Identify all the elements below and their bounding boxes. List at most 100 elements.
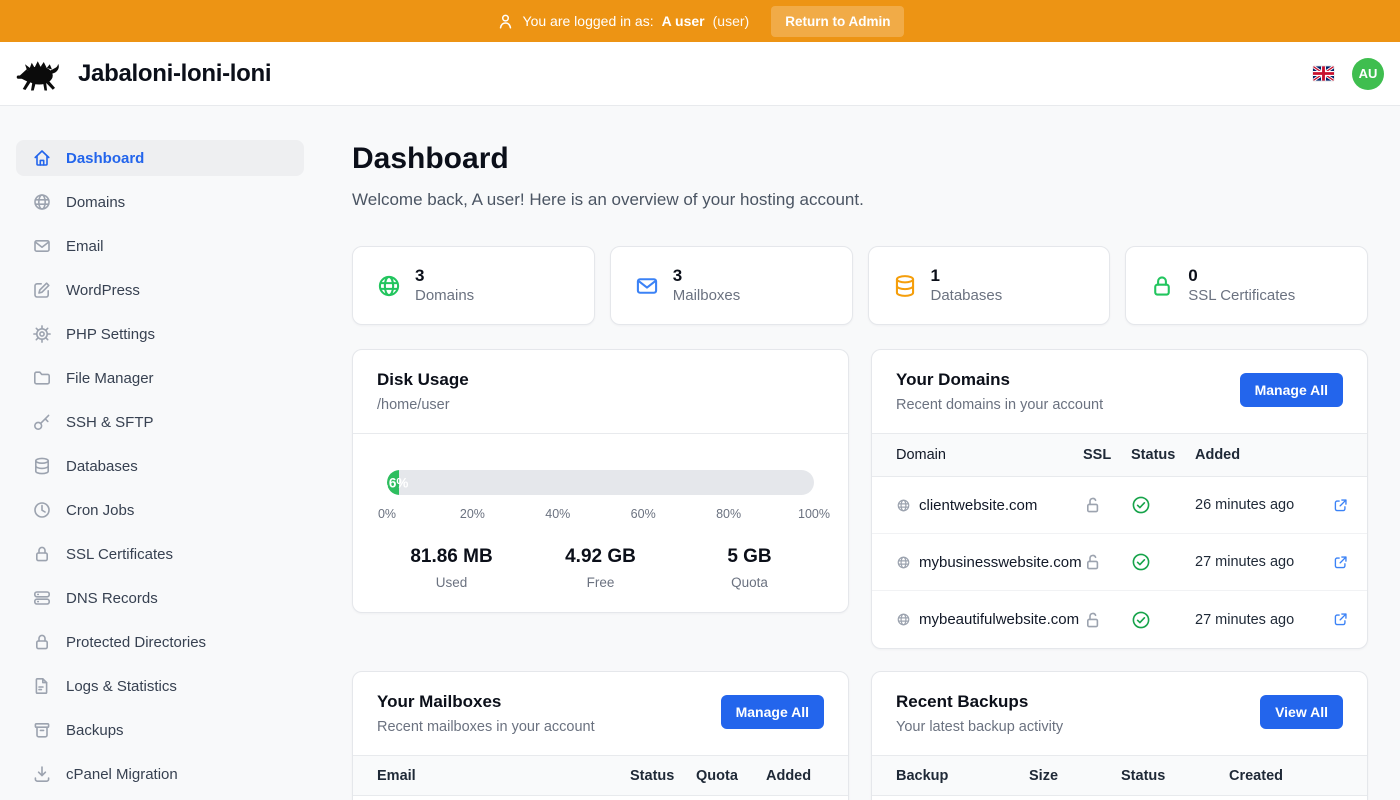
domain-name: mybusinesswebsite.com bbox=[919, 553, 1082, 571]
sidebar-item-label: Email bbox=[66, 237, 104, 255]
sidebar-item-label: Backups bbox=[66, 721, 124, 739]
domain-added: 27 minutes ago bbox=[1195, 611, 1295, 628]
sidebar-item-dns-records[interactable]: DNS Records bbox=[16, 580, 304, 616]
brand-name: Jabaloni-loni-loni bbox=[78, 59, 272, 87]
sidebar-item-label: Domains bbox=[66, 193, 126, 211]
person-icon bbox=[496, 12, 515, 31]
col-added: Added bbox=[1195, 447, 1241, 463]
ssl-unlocked-icon bbox=[1083, 610, 1103, 630]
sidebar-item-databases[interactable]: Databases bbox=[16, 448, 304, 484]
backups-table-header: Backup Size Status Created bbox=[872, 755, 1367, 796]
manage-all-mailboxes-button[interactable]: Manage All bbox=[720, 695, 824, 729]
domains-card-title: Your Domains bbox=[896, 370, 1010, 389]
external-link-icon[interactable] bbox=[1332, 554, 1349, 571]
disk-free-label: Free bbox=[586, 575, 615, 590]
mailboxes-table-body bbox=[353, 796, 848, 800]
impersonation-banner: You are logged in as: A user (user) Retu… bbox=[0, 0, 1400, 42]
sidebar-item-cpanel-migration[interactable]: cPanel Migration bbox=[16, 756, 304, 792]
domain-added: 26 minutes ago bbox=[1195, 497, 1295, 513]
col-added: Added bbox=[766, 767, 812, 784]
col-status: Status bbox=[1121, 767, 1166, 784]
domains-card: Your Domains Recent domains in your acco… bbox=[871, 349, 1368, 649]
domain-added: 27 minutes ago bbox=[1195, 554, 1295, 570]
disk-usage-bar-fill bbox=[387, 470, 399, 495]
stat-card-databases[interactable]: 1 Databases bbox=[867, 246, 1111, 325]
disk-usage-header: Disk Usage /home/user bbox=[353, 350, 848, 433]
sidebar-item-php-settings[interactable]: PHP Settings bbox=[16, 316, 304, 352]
stats-row: 3 Domains 3 Mailboxes 1 Databases bbox=[352, 246, 1368, 325]
col-email: Email bbox=[377, 767, 416, 784]
external-link-icon[interactable] bbox=[1332, 611, 1349, 628]
sidebar-item-label: SSH & SFTP bbox=[66, 413, 154, 431]
archive-icon bbox=[32, 720, 52, 740]
sidebar-item-label: Cron Jobs bbox=[66, 501, 135, 519]
disk-usage-scale: 0% 20% 40% 60% 80% 100% bbox=[378, 507, 830, 522]
disk-free-value: 4.92 GB bbox=[565, 546, 636, 567]
folder-icon bbox=[32, 368, 52, 388]
globe-icon bbox=[32, 192, 52, 212]
view-all-backups-button[interactable]: View All bbox=[1260, 695, 1343, 729]
domains-table-header: Domain SSL Status Added bbox=[872, 433, 1367, 477]
mailboxes-card-title: Your Mailboxes bbox=[377, 692, 502, 711]
backups-card-header: Recent Backups Your latest backup activi… bbox=[872, 672, 1367, 755]
external-link-icon[interactable] bbox=[1332, 497, 1349, 514]
language-flag-uk[interactable] bbox=[1313, 66, 1334, 81]
disk-usage-body: 1.6% 0% 20% 40% 60% 80% 100% 81.86 MB Us… bbox=[353, 433, 848, 612]
sidebar-item-dashboard[interactable]: Dashboard bbox=[16, 140, 304, 176]
sidebar-item-backups[interactable]: Backups bbox=[16, 712, 304, 748]
stat-card-domains[interactable]: 3 Domains bbox=[352, 246, 595, 325]
globe-icon bbox=[896, 612, 911, 627]
domain-row: mybusinesswebsite.com 27 minutes ago bbox=[872, 534, 1367, 591]
stat-card-mailboxes[interactable]: 3 Mailboxes bbox=[609, 246, 853, 325]
scale-tick: 60% bbox=[630, 507, 656, 521]
col-status: Status bbox=[1131, 447, 1176, 463]
col-ssl: SSL bbox=[1083, 447, 1112, 463]
domain-name: mybeautifulwebsite.com bbox=[919, 611, 1080, 628]
col-size: Size bbox=[1029, 767, 1059, 784]
sidebar-item-ssh-sftp[interactable]: SSH & SFTP bbox=[16, 404, 304, 440]
server-icon bbox=[32, 588, 52, 608]
stat-label: SSL Certificates bbox=[1188, 287, 1296, 304]
return-to-admin-button[interactable]: Return to Admin bbox=[771, 5, 905, 37]
envelope-icon bbox=[634, 273, 660, 299]
disk-usage-percent-label: 1.6% bbox=[387, 475, 409, 490]
manage-all-domains-button[interactable]: Manage All bbox=[1239, 373, 1343, 407]
sidebar-item-protected-directories[interactable]: Protected Directories bbox=[16, 624, 304, 660]
sidebar-item-label: File Manager bbox=[66, 369, 154, 387]
sidebar-item-cron-jobs[interactable]: Cron Jobs bbox=[16, 492, 304, 528]
lock-icon bbox=[1149, 273, 1175, 299]
col-domain: Domain bbox=[896, 447, 946, 463]
col-status: Status bbox=[630, 767, 675, 784]
stat-card-ssl-certificates[interactable]: 0 SSL Certificates bbox=[1125, 246, 1368, 325]
banner-user-role: (user) bbox=[712, 13, 750, 29]
header-actions: AU bbox=[1313, 57, 1384, 90]
sidebar-item-ssl-certificates[interactable]: SSL Certificates bbox=[16, 536, 304, 572]
main-content: Dashboard Welcome back, A user! Here is … bbox=[320, 106, 1400, 800]
database-icon bbox=[892, 273, 918, 299]
ssl-unlocked-icon bbox=[1083, 552, 1103, 572]
domain-name: clientwebsite.com bbox=[919, 496, 1038, 514]
mailboxes-card-subtitle: Recent mailboxes in your account bbox=[377, 719, 595, 735]
sidebar-item-wordpress[interactable]: WordPress bbox=[16, 272, 304, 308]
domain-row: clientwebsite.com 26 minutes ago bbox=[872, 477, 1367, 534]
sidebar-item-label: SSL Certificates bbox=[66, 545, 173, 563]
user-avatar[interactable]: AU bbox=[1352, 57, 1384, 90]
stat-value: 0 bbox=[1188, 265, 1198, 285]
disk-used-value: 81.86 MB bbox=[410, 546, 493, 567]
disk-quota-value: 5 GB bbox=[727, 546, 772, 567]
mailboxes-table-header: Email Status Quota Added bbox=[353, 755, 848, 796]
globe-icon bbox=[376, 273, 402, 299]
sidebar-item-logs-statistics[interactable]: Logs & Statistics bbox=[16, 668, 304, 704]
banner-user-name: A user bbox=[661, 13, 705, 29]
backups-table-body bbox=[872, 796, 1367, 800]
brand-logo-link[interactable]: Jabaloni-loni-loni bbox=[16, 55, 272, 93]
col-backup: Backup bbox=[896, 767, 949, 784]
sidebar-item-label: Dashboard bbox=[66, 149, 145, 167]
sidebar-item-email[interactable]: Email bbox=[16, 228, 304, 264]
backups-card-subtitle: Your latest backup activity bbox=[896, 719, 1064, 735]
stat-label: Databases bbox=[930, 287, 1003, 304]
sidebar-item-domains[interactable]: Domains bbox=[16, 184, 304, 220]
sidebar-item-label: DNS Records bbox=[66, 589, 158, 607]
sidebar-item-file-manager[interactable]: File Manager bbox=[16, 360, 304, 396]
document-icon bbox=[32, 676, 52, 696]
